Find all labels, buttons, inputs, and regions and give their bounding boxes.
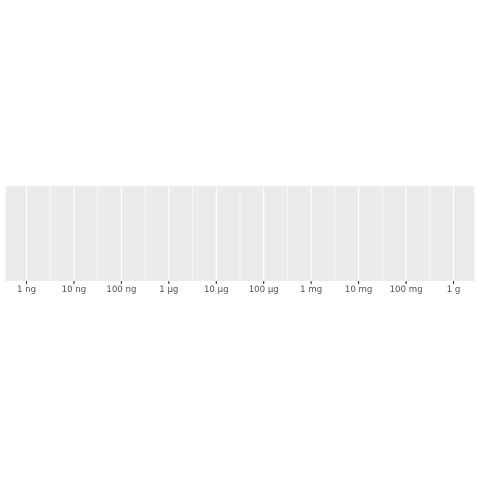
x-tick-label: 1 g — [447, 285, 461, 295]
x-tick-label: 10 ng — [62, 285, 87, 295]
x-tick-label: 10 µg — [204, 285, 229, 295]
x-tick-label: 1 ng — [17, 285, 36, 295]
x-tick-label: 10 mg — [345, 285, 373, 295]
x-tick-label: 100 ng — [106, 285, 136, 295]
x-tick-label: 100 µg — [249, 285, 279, 295]
x-grid-minor — [49, 186, 431, 281]
x-grid-major — [25, 186, 455, 281]
x-tick-label: 100 mg — [390, 285, 423, 295]
x-tick-label: 1 mg — [300, 285, 322, 295]
x-tick-label: 1 µg — [159, 285, 178, 295]
x-axis-labels: 1 ng 10 ng 100 ng 1 µg 10 µg 100 µg 1 mg 10 mg 1… — [17, 285, 460, 295]
x-axis-ticks — [25, 281, 455, 284]
